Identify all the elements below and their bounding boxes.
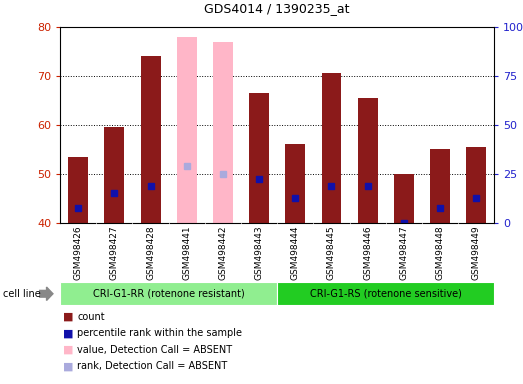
Bar (358, 98, 378, 223)
Bar (60, 282, 277, 305)
Text: rank, Detection Call = ABSENT: rank, Detection Call = ABSENT (77, 361, 228, 371)
Text: ■: ■ (63, 361, 73, 371)
Text: CRI-G1-RR (rotenone resistant): CRI-G1-RR (rotenone resistant) (93, 289, 245, 299)
Text: GSM498444: GSM498444 (291, 225, 300, 280)
Bar (430, 149, 450, 223)
Text: value, Detection Call = ABSENT: value, Detection Call = ABSENT (77, 345, 233, 355)
Text: GSM498449: GSM498449 (472, 225, 481, 280)
Bar (322, 73, 342, 223)
Text: ■: ■ (63, 328, 73, 338)
Text: GSM498446: GSM498446 (363, 225, 372, 280)
Text: count: count (77, 312, 105, 322)
Bar (286, 144, 305, 223)
Text: GSM498447: GSM498447 (399, 225, 408, 280)
Bar (277, 282, 494, 305)
Bar (213, 41, 233, 223)
Text: GSM498428: GSM498428 (146, 225, 155, 280)
Text: GSM498442: GSM498442 (219, 225, 228, 280)
Bar (466, 147, 486, 223)
Bar (177, 36, 197, 223)
Bar (69, 157, 88, 223)
Text: percentile rank within the sample: percentile rank within the sample (77, 328, 242, 338)
FancyArrow shape (39, 287, 53, 300)
Text: GSM498441: GSM498441 (182, 225, 191, 280)
Bar (141, 56, 161, 223)
Text: ■: ■ (63, 312, 73, 322)
Text: cell line: cell line (3, 289, 40, 299)
Bar (394, 174, 414, 223)
Text: GSM498448: GSM498448 (436, 225, 445, 280)
Text: CRI-G1-RS (rotenone sensitive): CRI-G1-RS (rotenone sensitive) (310, 289, 462, 299)
Text: GDS4014 / 1390235_at: GDS4014 / 1390235_at (204, 2, 350, 15)
Text: GSM498445: GSM498445 (327, 225, 336, 280)
Bar (105, 127, 124, 223)
Bar (249, 93, 269, 223)
Text: GSM498427: GSM498427 (110, 225, 119, 280)
Text: GSM498443: GSM498443 (255, 225, 264, 280)
Text: ■: ■ (63, 345, 73, 355)
Text: GSM498426: GSM498426 (74, 225, 83, 280)
